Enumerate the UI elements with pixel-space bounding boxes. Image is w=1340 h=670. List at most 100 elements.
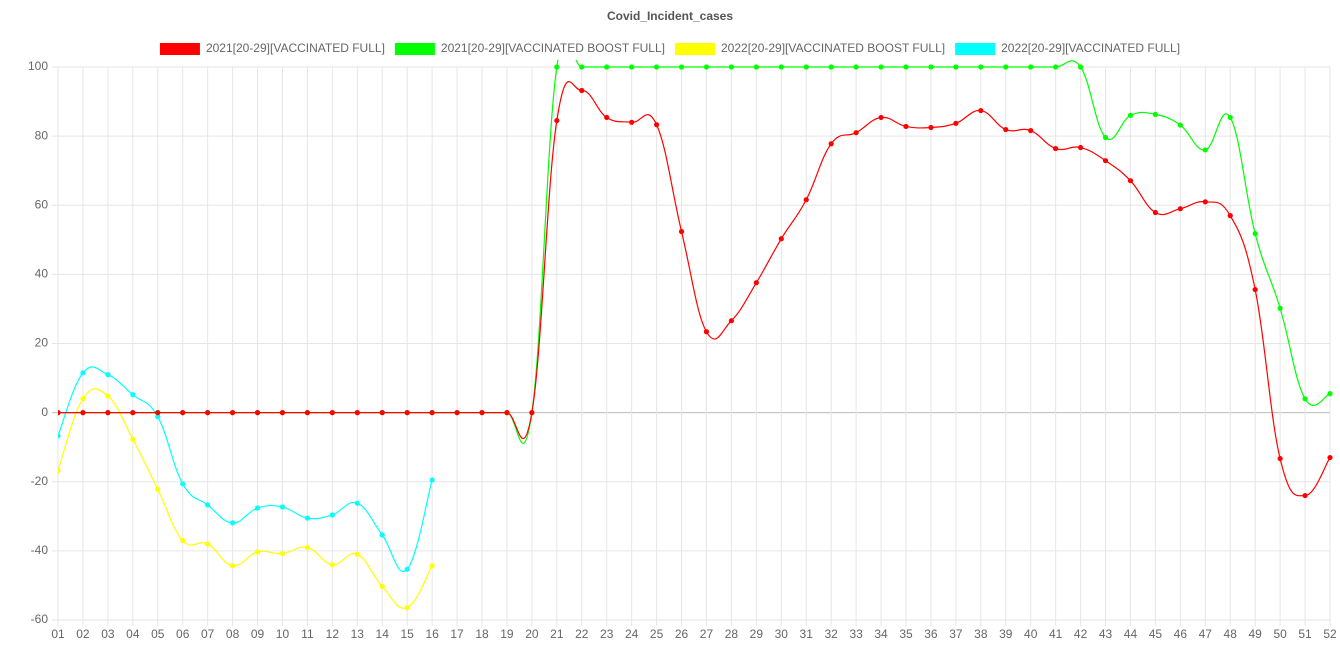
- x-tick-label: 17: [450, 627, 464, 641]
- data-point: [828, 141, 834, 147]
- y-tick-label: 80: [35, 128, 49, 142]
- series-line: [58, 81, 1331, 497]
- data-point: [1227, 114, 1233, 121]
- data-point: [1077, 64, 1084, 70]
- data-point: [953, 64, 959, 70]
- x-tick-label: 01: [51, 627, 65, 641]
- data-point: [1302, 492, 1308, 499]
- data-point: [279, 410, 286, 416]
- data-point: [1177, 206, 1183, 212]
- data-point: [629, 119, 635, 125]
- data-point: [1302, 396, 1308, 402]
- legend-swatch: [394, 43, 435, 55]
- data-point: [1003, 126, 1009, 133]
- chart-title: Covid_Incident_cases: [607, 9, 733, 23]
- data-point: [279, 551, 286, 557]
- legend: 2021[20-29][VACCINATED FULL] 2021[20-29][…: [159, 41, 1180, 55]
- data-point: [1102, 158, 1109, 164]
- data-point: [329, 512, 335, 518]
- data-point: [279, 504, 286, 510]
- data-point: [853, 130, 859, 136]
- data-point: [529, 410, 535, 416]
- x-tick-label: 22: [575, 627, 589, 641]
- grid: -60 -40 -20 0 20 40 60 80 100 01 02 03 04 05 06 07 08 09 1…: [28, 59, 1337, 641]
- x-tick-label: 07: [201, 627, 215, 641]
- data-point: [105, 393, 111, 399]
- data-point: [878, 114, 884, 121]
- x-tick-label: 19: [500, 627, 514, 641]
- data-point: [180, 410, 186, 416]
- data-point: [304, 410, 311, 416]
- x-tick-label: 13: [351, 627, 365, 641]
- x-tick-label: 15: [400, 627, 414, 641]
- data-point: [254, 505, 261, 511]
- data-point: [404, 410, 410, 416]
- y-tick-label: 0: [41, 405, 48, 419]
- x-tick-label: 52: [1323, 627, 1337, 641]
- x-tick-label: 06: [176, 627, 190, 641]
- x-tick-label: 24: [625, 627, 639, 641]
- data-point: [728, 318, 735, 324]
- data-point: [58, 468, 61, 474]
- y-tick-label: 60: [35, 197, 49, 211]
- data-point: [1252, 230, 1258, 237]
- data-point: [928, 124, 934, 131]
- x-tick-label: 44: [1124, 627, 1138, 641]
- data-point: [1152, 209, 1159, 216]
- data-point: [629, 64, 635, 70]
- data-point: [454, 410, 460, 416]
- x-tick-label: 18: [475, 627, 489, 641]
- data-point: [554, 117, 560, 124]
- data-point: [778, 64, 784, 70]
- data-point: [604, 114, 610, 121]
- data-point: [1327, 454, 1333, 461]
- data-point: [878, 64, 884, 70]
- data-point: [404, 604, 410, 611]
- x-tick-label: 36: [924, 627, 938, 641]
- data-point: [58, 410, 61, 416]
- data-point: [753, 280, 759, 286]
- x-tick-label: 47: [1199, 627, 1213, 641]
- data-point: [80, 396, 86, 402]
- data-point: [80, 410, 86, 416]
- x-tick-label: 08: [226, 627, 240, 641]
- data-point: [354, 551, 360, 557]
- data-point: [155, 414, 161, 420]
- data-point: [130, 436, 136, 442]
- data-point: [1077, 144, 1084, 151]
- series-line: [58, 388, 433, 609]
- data-point: [1127, 112, 1134, 118]
- x-tick-label: 32: [824, 627, 838, 641]
- data-point: [105, 410, 111, 416]
- data-point: [778, 236, 784, 242]
- x-tick-label: 35: [899, 627, 913, 641]
- data-point: [105, 372, 111, 378]
- x-tick-label: 16: [425, 627, 439, 641]
- data-point: [703, 64, 710, 70]
- data-point: [254, 410, 261, 416]
- plot-area: [58, 60, 1333, 611]
- data-point: [1028, 127, 1034, 134]
- x-tick-label: 02: [76, 627, 90, 641]
- x-tick-label: 21: [550, 627, 564, 641]
- data-point: [1028, 64, 1034, 70]
- x-tick-label: 49: [1248, 627, 1262, 641]
- x-tick-label: 14: [376, 627, 390, 641]
- legend-label: 2022[20-29][VACCINATED FULL]: [1001, 41, 1180, 55]
- legend-swatch: [159, 43, 200, 55]
- data-point: [903, 64, 909, 70]
- x-tick-label: 12: [326, 627, 340, 641]
- data-point: [678, 64, 685, 70]
- x-tick-label: 29: [750, 627, 764, 641]
- x-tick-label: 23: [600, 627, 614, 641]
- data-point: [130, 392, 136, 398]
- data-point: [1277, 305, 1283, 311]
- legend-label: 2021[20-29][VACCINATED BOOST FULL]: [441, 41, 665, 55]
- data-point: [803, 64, 809, 70]
- x-tick-label: 46: [1174, 627, 1188, 641]
- data-point: [205, 502, 211, 508]
- x-tick-label: 27: [700, 627, 714, 641]
- data-point: [853, 64, 859, 70]
- x-tick-label: 30: [775, 627, 789, 641]
